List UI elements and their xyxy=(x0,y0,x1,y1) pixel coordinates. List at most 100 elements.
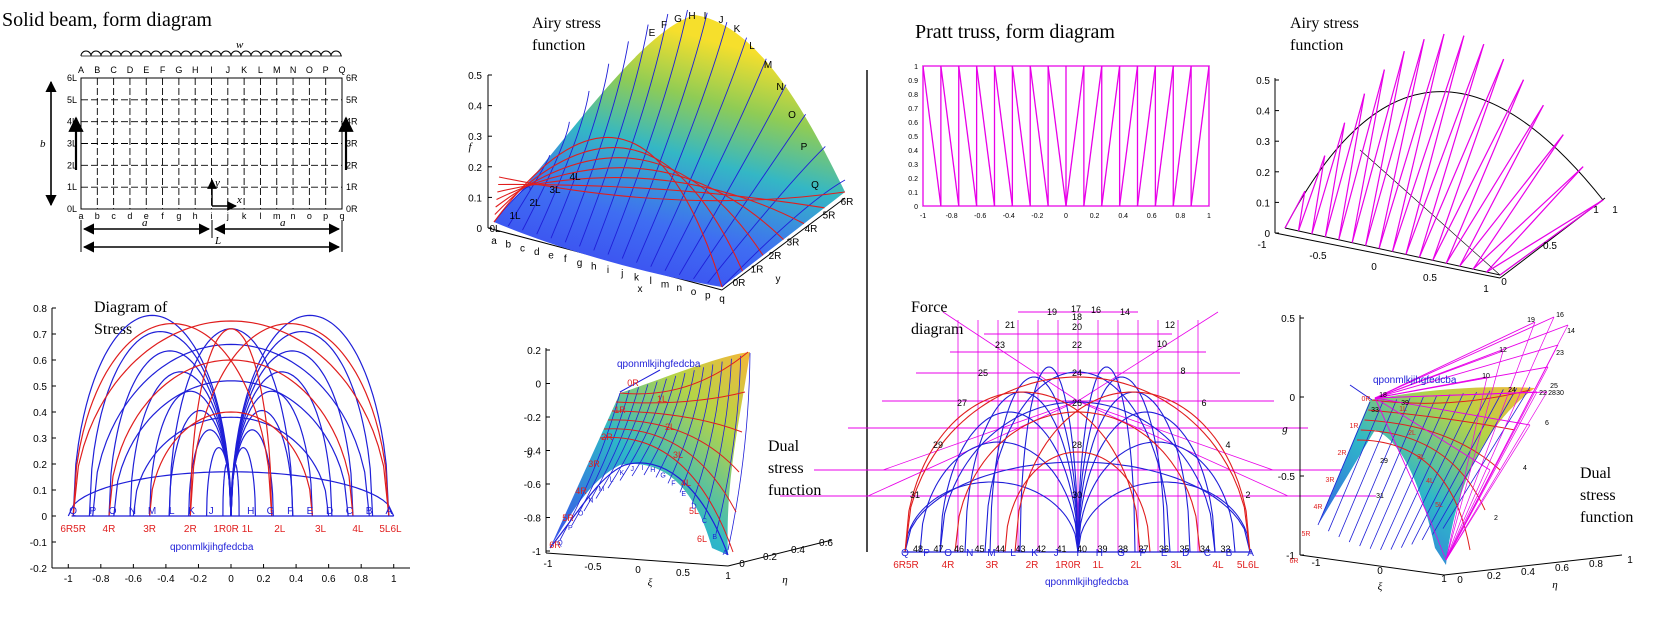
airy2-member xyxy=(1351,69,1385,243)
dual2-member xyxy=(1374,316,1555,399)
dual1-arc-letter: L xyxy=(610,477,614,484)
airy2-member xyxy=(1486,166,1584,273)
stress-title-line2: Stress xyxy=(94,321,132,338)
force-letter: C xyxy=(1204,548,1211,559)
force-letter: D xyxy=(1182,548,1189,559)
pratt-x-tick-label: -0.8 xyxy=(946,213,958,220)
dual2-l-label: 5L xyxy=(1435,502,1443,509)
dual1-g-label: g xyxy=(527,446,533,458)
force-node-label: 23 xyxy=(995,340,1005,350)
airy1-peak-letter: K xyxy=(734,24,741,35)
force-letter: F xyxy=(1140,548,1146,559)
force-node-label: 25 xyxy=(978,368,988,378)
airy1-x-label: x xyxy=(638,284,643,295)
dual1-xi-axis xyxy=(545,552,729,567)
airy2-x-tick: -1 xyxy=(1258,240,1267,251)
airy2-z-tick-label: 0 xyxy=(1264,229,1270,240)
stress-red-label: 3L xyxy=(315,524,327,535)
force-arc-blue xyxy=(989,376,1079,553)
force-base-number: 34 xyxy=(1200,544,1210,554)
airy2-member xyxy=(1499,199,1604,276)
dual2-number: 28 xyxy=(1548,390,1556,397)
stress-arc-left xyxy=(149,390,232,517)
dual1-outline xyxy=(549,462,729,556)
airy1-bottom-letter: j xyxy=(620,269,623,280)
dual2-g-tick-label: -0.5 xyxy=(1278,472,1296,483)
dual1-g-tick-label: 0.2 xyxy=(527,346,541,357)
height-label: b xyxy=(40,138,46,150)
dual2-number: 31 xyxy=(1376,493,1384,500)
airy2-corner-label: 1 xyxy=(1612,205,1618,216)
pratt-diagonal xyxy=(958,65,978,207)
dual2-mesh-line xyxy=(1411,390,1491,545)
airy2-diagonal xyxy=(1284,190,1306,229)
dual2-r-label: 0R xyxy=(1362,396,1371,403)
dual1-mesh-line xyxy=(667,367,704,484)
airy2-member xyxy=(1311,155,1326,234)
dual1-r-label: 5R xyxy=(562,513,574,523)
force-base-number: 38 xyxy=(1118,544,1128,554)
pratt-y-tick-label: 0.1 xyxy=(908,190,918,197)
beam-right-row-label: 6R xyxy=(346,73,358,83)
beam-bottom-label: q xyxy=(339,211,344,221)
dual1-mesh-red xyxy=(603,428,737,513)
force-node-label: 8 xyxy=(1180,366,1185,376)
dimension-a-left-label: a xyxy=(142,217,148,229)
stress-arc-left xyxy=(168,409,232,517)
stress-x-tick-label: 0.2 xyxy=(257,574,271,585)
dual2-mesh-red xyxy=(1368,409,1516,431)
dual2-member xyxy=(1445,391,1548,561)
force-base-number: 40 xyxy=(1077,544,1087,554)
dual1-r-label: 0R xyxy=(627,378,639,388)
pratt-diagonal xyxy=(1136,65,1157,207)
stress-x-tick-label: -0.4 xyxy=(157,574,175,585)
dual2-member xyxy=(1374,350,1504,399)
stress-y-tick-label: 0.4 xyxy=(33,408,47,419)
airy1-bottom-letter: q xyxy=(719,294,725,305)
stress-x-tick-label: -1 xyxy=(64,574,73,585)
airy1-mesh-line xyxy=(636,21,728,263)
beam-top-label: F xyxy=(160,65,166,75)
airy1-bottom-letter: f xyxy=(564,254,567,265)
dual1-mesh-line xyxy=(619,378,667,481)
stress-y-tick-label: 0.1 xyxy=(33,486,47,497)
airy2-y-tick: 0 xyxy=(1501,277,1507,288)
beam-bottom-label: n xyxy=(291,211,296,221)
beam-top-label: E xyxy=(143,65,149,75)
dual2-xi-tick: 0 xyxy=(1377,566,1383,577)
airy1-peak-letter: I xyxy=(704,11,707,22)
pratt-diagonal xyxy=(1011,65,1031,207)
stress-red-label: 1R0R xyxy=(213,524,239,535)
dual1-mesh-line xyxy=(679,364,714,493)
airy1-z-tick-label: 0.3 xyxy=(468,132,482,143)
dual2-member xyxy=(1445,424,1531,561)
stress-letter: L xyxy=(169,506,175,517)
stress-letter: B xyxy=(366,506,373,517)
dual2-mesh-line xyxy=(1380,394,1451,551)
airy1-mesh-red xyxy=(493,136,723,288)
force-node-label: 2 xyxy=(1245,490,1250,500)
force-ray xyxy=(1077,400,1274,471)
dual1-arc-letter: N xyxy=(588,497,593,504)
beam-right-row-label: 5R xyxy=(346,95,358,105)
dual2-member xyxy=(1445,316,1555,561)
force-letter: H xyxy=(1096,548,1103,559)
beam-bottom-label: c xyxy=(111,211,116,221)
airy-1-title-line2: function xyxy=(532,37,585,54)
airy2-x-tick: 1 xyxy=(1483,284,1489,295)
airy1-right-row: 1R xyxy=(751,265,764,276)
stress-diagram: 0.8 0.7 0.6 0.5 0.4 0.3 0.2 0.1 0 -0.1 -0.2 -1 -0.8 -… xyxy=(30,304,410,585)
dual1-g-tick-label: -0.2 xyxy=(524,413,542,424)
airy2-z-tick-label: 0.2 xyxy=(1256,168,1270,179)
dual2-member xyxy=(1445,366,1549,561)
airy1-right-row: 0R xyxy=(733,278,746,289)
dual1-mesh-red xyxy=(611,410,743,433)
stress-arc-left xyxy=(129,371,232,517)
airy1-bottom-letter: p xyxy=(705,290,711,301)
dual2-member xyxy=(1374,391,1548,399)
dual2-number: 6 xyxy=(1545,420,1549,427)
airy1-right-row: 5R xyxy=(823,211,836,222)
stress-letter: G xyxy=(267,506,275,517)
stress-title-line1: Diagram of xyxy=(94,299,168,316)
